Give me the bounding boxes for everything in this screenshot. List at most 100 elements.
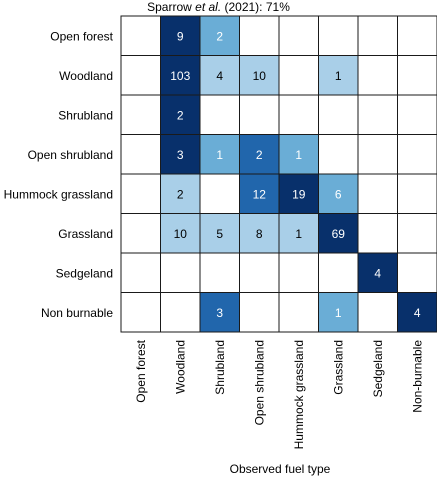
cell-value-label: 3: [177, 148, 184, 162]
heatmap-cell: [357, 173, 398, 214]
cell-value-label: 2: [177, 108, 184, 122]
heatmap-cell: [278, 15, 319, 56]
cell-value-label: 8: [256, 227, 263, 241]
heatmap-cell: [199, 94, 240, 135]
heatmap-cell: [357, 213, 398, 254]
heatmap-cell: [318, 213, 359, 254]
heatmap-cell: [199, 173, 240, 214]
heatmap-cell: [397, 173, 437, 214]
heatmap-cell: [278, 94, 319, 135]
heatmap-cell: [160, 292, 201, 333]
heatmap-cell: [318, 55, 359, 96]
heatmap-cell: [239, 134, 280, 175]
column-label-open-forest: Open forest: [134, 339, 148, 402]
heatmap-cell: [239, 94, 280, 135]
cell-value-label: 3: [216, 306, 223, 320]
heatmap-cell: [199, 15, 240, 56]
chart-title-suffix: (2021): 71%: [221, 0, 290, 14]
cell-value-label: 4: [414, 306, 421, 320]
cell-value-label: 1: [335, 69, 342, 83]
heatmap-cell: [357, 252, 398, 293]
cell-value-label: 19: [292, 187, 306, 201]
row-label-grassland: Grassland: [58, 227, 113, 241]
row-labels: Open forest Woodland Shrubland Open shrubla…: [4, 29, 114, 320]
heatmap-cell: [357, 15, 398, 56]
cell-value-label: 103: [170, 69, 190, 83]
cell-value-label: 2: [256, 148, 263, 162]
cell-value-label: 1: [216, 148, 223, 162]
column-label-woodland: Woodland: [173, 340, 187, 394]
heatmap-cell: [120, 292, 161, 333]
heatmap-cell: [160, 173, 201, 214]
heatmap-cell: [160, 15, 201, 56]
row-label-open-forest: Open forest: [50, 29, 113, 43]
row-label-woodland: Woodland: [59, 69, 113, 83]
heatmap-cell: [160, 252, 201, 293]
cell-value-label: 69: [332, 227, 346, 241]
heatmap-cell: [357, 94, 398, 135]
x-axis-label: Observed fuel type: [230, 462, 331, 476]
heatmap-cell: [397, 15, 437, 56]
heatmap-cell: [160, 134, 201, 175]
heatmap-cell: [239, 292, 280, 333]
chart-title-italic: et al.: [195, 0, 222, 14]
heatmap-cell: [397, 134, 437, 175]
cell-value-label: 5: [216, 227, 223, 241]
heatmap-cell: [357, 292, 398, 333]
column-label-sedgeland: Sedgeland: [371, 340, 385, 397]
heatmap-cell: [120, 213, 161, 254]
column-label-shrubland: Shrubland: [213, 340, 227, 395]
column-labels: Open forest Woodland Shrubland Open shrubla…: [134, 339, 425, 449]
heatmap-cell: [278, 292, 319, 333]
cell-value-label: 9: [177, 29, 184, 43]
row-label-hummock-grassland: Hummock grassland: [4, 187, 113, 201]
heatmap-cell: [318, 15, 359, 56]
heatmap-cell: [278, 213, 319, 254]
cell-value-label: 1: [295, 227, 302, 241]
heatmap-cell: [199, 292, 240, 333]
cell-value-label: 2: [177, 187, 184, 201]
heatmap-cell: [278, 173, 319, 214]
column-label-non-burnable: Non-burnable: [410, 340, 424, 413]
cell-value-label: 10: [174, 227, 188, 241]
cell-value-label: 1: [335, 306, 342, 320]
chart-title-prefix: Sparrow: [147, 0, 196, 14]
heatmap-cell: [160, 213, 201, 254]
heatmap-cell: [120, 15, 161, 56]
chart-title: Sparrow et al. (2021): 71%: [0, 0, 437, 14]
heatmap-cell: [239, 213, 280, 254]
column-label-hummock-grassland: Hummock grassland: [292, 340, 306, 449]
heatmap-cell: [318, 134, 359, 175]
heatmap-cell: [357, 55, 398, 96]
cell-value-label: 10: [253, 69, 267, 83]
column-label-grassland: Grassland: [331, 340, 345, 395]
cell-value-label: 4: [216, 69, 223, 83]
heatmap-cell: [397, 252, 437, 293]
heatmap-cell: [318, 292, 359, 333]
heatmap-cell: [239, 15, 280, 56]
heatmap-cell: [397, 292, 437, 333]
heatmap-cell: [278, 252, 319, 293]
heatmap-cell: [120, 252, 161, 293]
heatmap-cell: [318, 252, 359, 293]
heatmap-cell: [120, 55, 161, 96]
cell-value-label: 4: [374, 266, 381, 280]
cell-value-label: 2: [216, 29, 223, 43]
heatmap-cell: [278, 55, 319, 96]
row-label-sedgeland: Sedgeland: [56, 266, 113, 280]
heatmap-cell: [120, 94, 161, 135]
cell-value-label: 1: [295, 148, 302, 162]
cell-value-label: 12: [253, 187, 267, 201]
heatmap-cell: [397, 94, 437, 135]
row-label-non-burnable: Non burnable: [41, 306, 113, 320]
heatmap-cell: [357, 134, 398, 175]
heatmap-cell: [318, 94, 359, 135]
heatmap-cells: [120, 15, 437, 333]
heatmap-cell: [120, 134, 161, 175]
heatmap-cell: [397, 213, 437, 254]
heatmap-cell: [397, 55, 437, 96]
row-label-shrubland: Shrubland: [58, 108, 113, 122]
heatmap-cell: [199, 213, 240, 254]
